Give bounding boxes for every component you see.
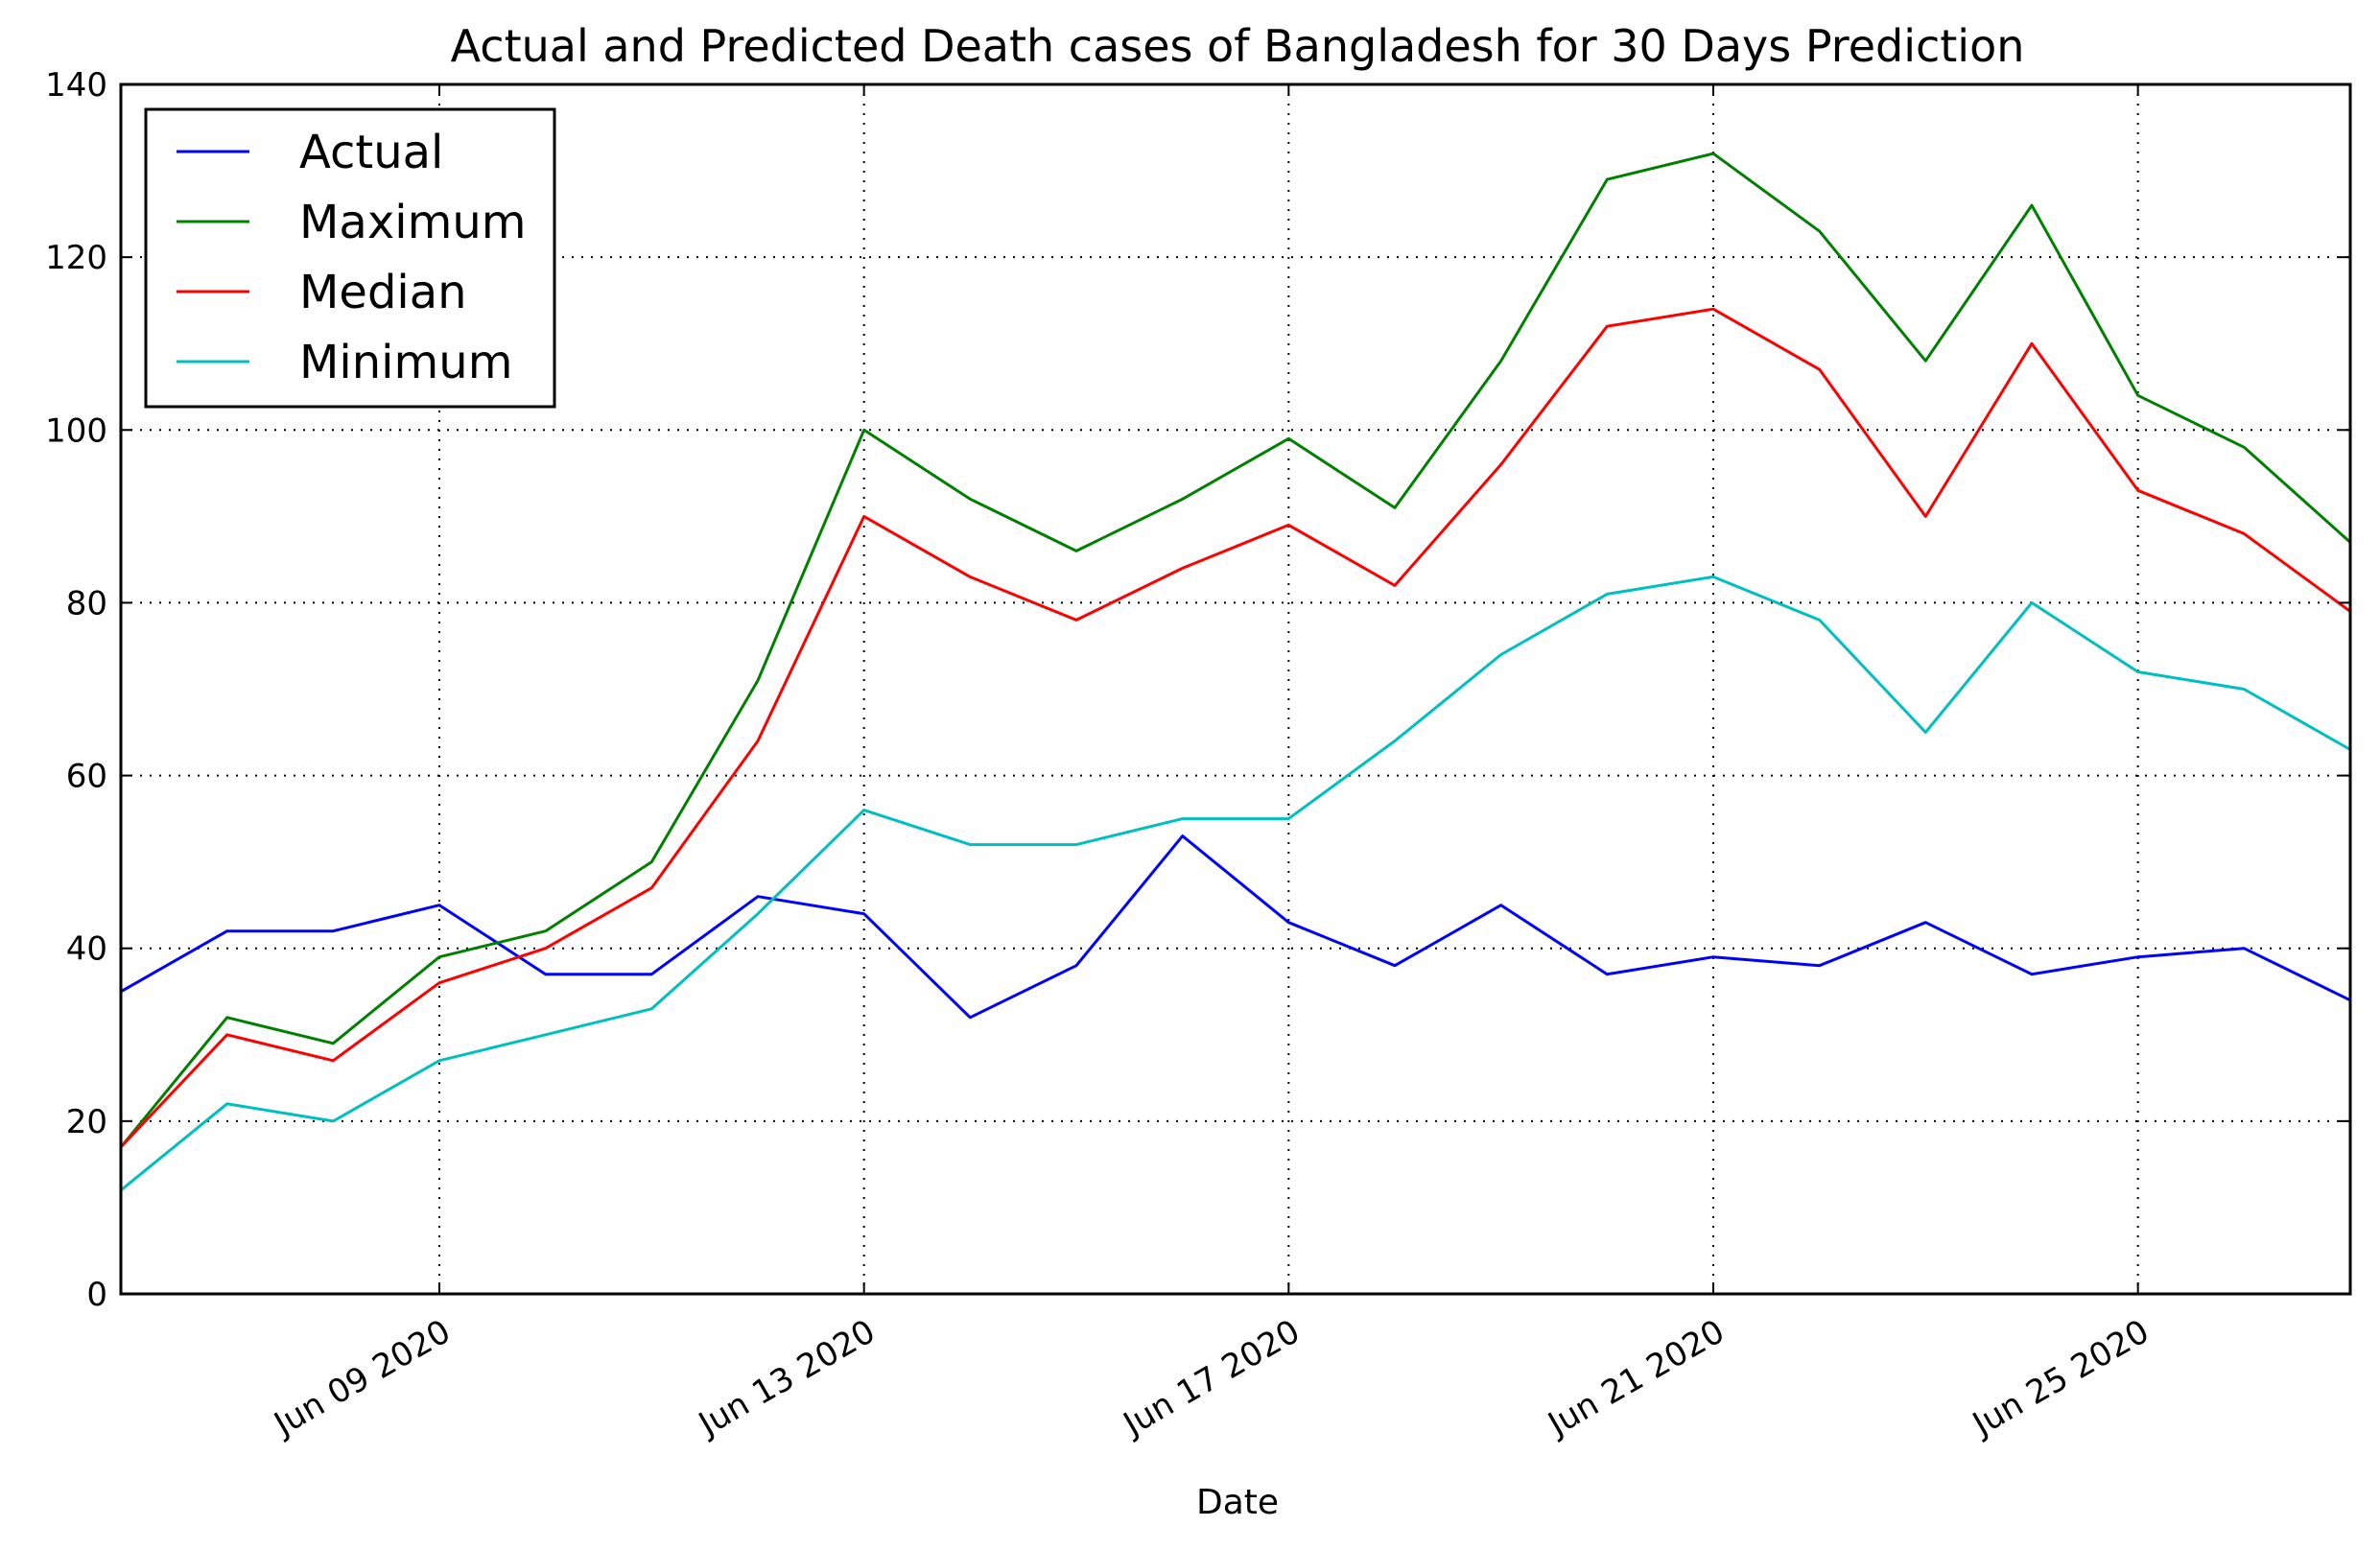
- series-line-minimum: [120, 575, 2351, 1192]
- legend-label: Median: [299, 266, 467, 319]
- x-axis-label: Date: [1196, 1483, 1279, 1522]
- y-tick-label: 40: [66, 930, 107, 969]
- x-tick-label: Jun 17 2020: [1116, 1312, 1307, 1444]
- legend-label: Minimum: [299, 336, 512, 389]
- x-tick-label: Jun 09 2020: [267, 1312, 458, 1444]
- chart-title: Actual and Predicted Death cases of Bang…: [451, 20, 2025, 72]
- y-tick-label: 120: [45, 239, 107, 277]
- series-layer: [119, 152, 2352, 1192]
- series-line-median: [119, 307, 2351, 1148]
- legend: Actual Maximum Median Minimum: [144, 107, 556, 409]
- series-line-maximum: [119, 152, 2352, 1148]
- y-tick-label: 100: [45, 411, 107, 450]
- y-tick-label: 0: [86, 1276, 107, 1314]
- plot-frame: [119, 82, 2352, 1296]
- legend-label: Actual: [299, 126, 443, 179]
- x-tick-label: Jun 21 2020: [1541, 1312, 1732, 1444]
- x-tick-label: Jun 13 2020: [691, 1312, 882, 1444]
- y-axis: 0 20 40 60 80 100 120 140: [45, 66, 2350, 1314]
- y-tick-label: 60: [66, 758, 107, 796]
- y-tick-label: 80: [66, 584, 107, 622]
- legend-box: [144, 107, 556, 409]
- y-tick-label: 140: [45, 66, 107, 105]
- x-tick-label: Jun 25 2020: [1965, 1312, 2156, 1444]
- series-line-actual: [120, 834, 2351, 1020]
- y-tick-label: 20: [66, 1103, 107, 1141]
- legend-label: Maximum: [299, 196, 527, 249]
